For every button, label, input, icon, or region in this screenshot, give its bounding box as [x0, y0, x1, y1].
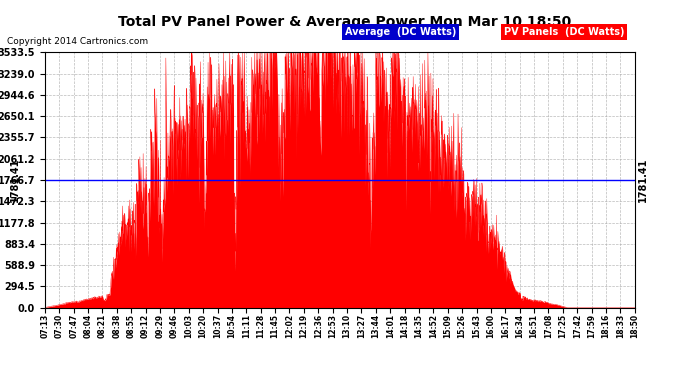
Text: Average  (DC Watts): Average (DC Watts): [345, 27, 456, 37]
Text: Total PV Panel Power & Average Power Mon Mar 10 18:50: Total PV Panel Power & Average Power Mon…: [119, 15, 571, 29]
Text: 1781.41: 1781.41: [10, 158, 20, 202]
Text: Copyright 2014 Cartronics.com: Copyright 2014 Cartronics.com: [7, 38, 148, 46]
Text: PV Panels  (DC Watts): PV Panels (DC Watts): [504, 27, 624, 37]
Y-axis label: 1781.41: 1781.41: [638, 158, 648, 202]
